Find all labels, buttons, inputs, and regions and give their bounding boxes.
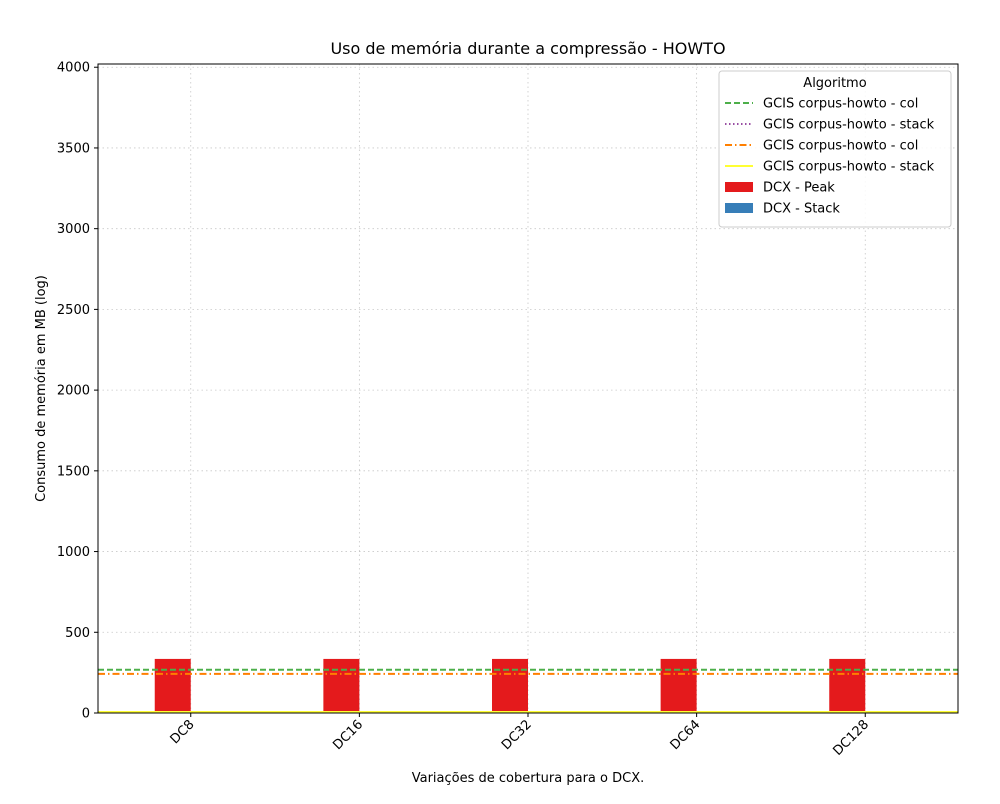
legend-entry-label: DCX - Stack xyxy=(763,202,840,217)
y-tick-label: 2000 xyxy=(57,384,90,399)
legend-patch-swatch xyxy=(725,182,753,192)
bar-dcx-peak-dc16 xyxy=(323,658,360,713)
y-tick-label: 2500 xyxy=(57,303,90,318)
bars-layer xyxy=(154,658,902,713)
bar-dcx-peak-dc128 xyxy=(829,658,866,713)
x-tick-label: DC32 xyxy=(499,717,535,753)
x-axis-label: Variações de cobertura para o DCX. xyxy=(412,771,645,786)
legend-entry-label: GCIS corpus-howto - stack xyxy=(763,160,935,175)
y-tick-label: 0 xyxy=(82,707,90,722)
bar-dcx-peak-dc32 xyxy=(492,658,528,713)
y-tick-label: 500 xyxy=(65,626,90,641)
legend-entries: GCIS corpus-howto - col GCIS corpus-howto… xyxy=(725,97,935,217)
y-axis-label: Consumo de memória em MB (log) xyxy=(34,275,49,502)
x-tick-label: DC16 xyxy=(330,717,366,753)
legend-entry-label: GCIS corpus-howto - col xyxy=(763,97,918,112)
reference-lines-layer xyxy=(98,668,958,714)
y-tick-label: 3500 xyxy=(57,141,90,156)
y-tick-label: 4000 xyxy=(57,61,90,76)
y-tick-label: 3000 xyxy=(57,222,90,237)
legend-entry-label: GCIS corpus-howto - stack xyxy=(763,118,935,133)
bar-dcx-peak-dc64 xyxy=(660,658,697,713)
y-tick-label: 1000 xyxy=(57,545,90,560)
legend-patch-swatch xyxy=(725,203,753,213)
x-tick-label: DC128 xyxy=(830,717,872,759)
legend-entry-label: DCX - Peak xyxy=(763,181,835,196)
bar-dcx-peak-dc8 xyxy=(154,658,191,713)
x-tick-label: DC64 xyxy=(668,717,704,753)
legend-box xyxy=(718,70,952,228)
x-tick-label: DC8 xyxy=(168,717,198,747)
chart-title: Uso de memória durante a compressão - HO… xyxy=(330,39,725,58)
y-tick-label: 1500 xyxy=(57,464,90,479)
legend-entry-label: GCIS corpus-howto - col xyxy=(763,139,918,154)
legend-title: Algoritmo xyxy=(803,76,866,91)
